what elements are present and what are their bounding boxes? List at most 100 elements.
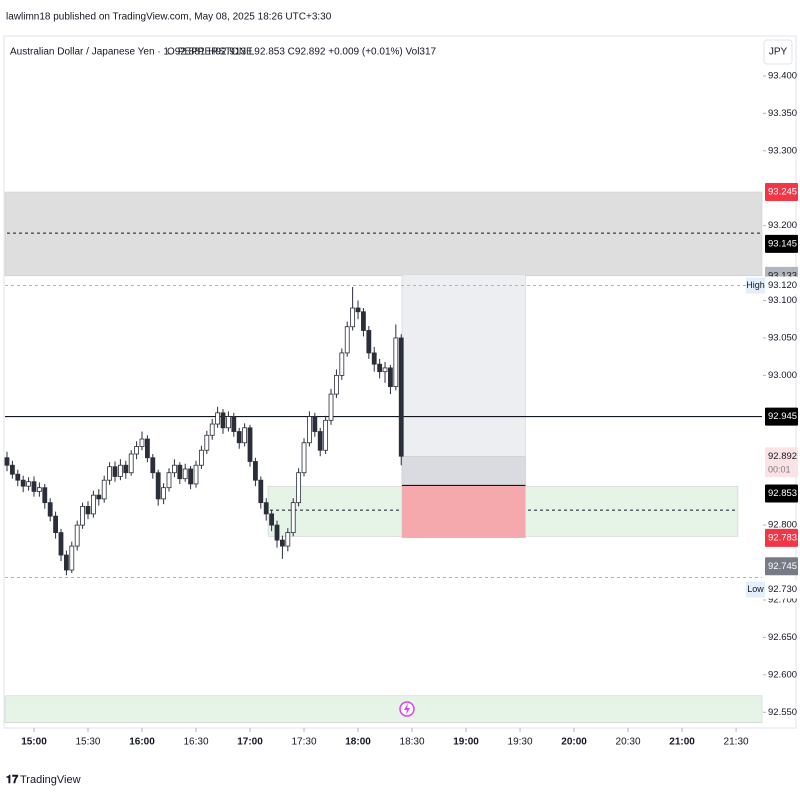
candle-body <box>312 416 318 432</box>
candle-body <box>80 506 85 526</box>
y-tick-label: 92.650 <box>768 632 797 643</box>
price-label-box <box>765 182 798 201</box>
zone <box>401 485 526 539</box>
candle-body <box>253 461 258 481</box>
price-label-box <box>765 234 798 253</box>
candle-body <box>247 427 253 462</box>
candle-body <box>107 466 112 481</box>
candle-body <box>15 473 21 481</box>
x-tick-label: 16:00 <box>129 737 155 748</box>
candle-body <box>355 307 361 313</box>
countdown: 00:01 <box>768 465 791 475</box>
zone <box>401 455 526 486</box>
x-tick-label: 16:30 <box>183 737 208 748</box>
price-tag: Low <box>747 584 764 594</box>
candle-body <box>58 532 64 556</box>
symbol: Australian Dollar / Japanese Yen · 1 · P… <box>10 47 253 58</box>
x-tick-label: 21:00 <box>669 737 695 748</box>
price-label: 92.730 <box>768 584 797 595</box>
candle-body <box>172 464 177 474</box>
candle-body <box>53 515 58 534</box>
candle-body <box>296 472 302 504</box>
price-tag: High <box>746 280 765 290</box>
candle-body <box>26 481 31 487</box>
price-label: 92.892 <box>768 451 797 462</box>
candle-body <box>199 449 204 466</box>
y-tick-label: 92.550 <box>768 707 797 718</box>
y-tick-label: 92.700 <box>768 594 797 605</box>
candle-body <box>193 464 199 485</box>
x-tick-label: 18:00 <box>345 737 371 748</box>
published-line: lawlimn18 published on TradingView.com, … <box>6 12 332 23</box>
candle-body <box>74 524 80 547</box>
y-tick-label: 92.600 <box>768 669 797 680</box>
candle-body <box>307 416 312 444</box>
candle-body <box>139 438 145 447</box>
candle-body <box>328 393 334 421</box>
candle-body <box>90 494 96 515</box>
candle-body <box>339 352 345 376</box>
price-label-box <box>765 484 798 503</box>
price-label: 92.853 <box>768 488 797 499</box>
candle-body <box>101 479 107 500</box>
y-tick-label: 93.000 <box>768 370 797 381</box>
price-label-box <box>765 276 798 295</box>
candle-body <box>258 479 264 504</box>
price-label: 93.133 <box>768 270 797 281</box>
candle-body <box>398 337 404 457</box>
price-label-box <box>765 580 798 599</box>
price-label: 93.145 <box>768 238 797 249</box>
candle-body <box>242 427 248 444</box>
y-tick-label: 93.400 <box>768 70 797 81</box>
candle-body <box>69 545 75 571</box>
candle-body <box>209 423 215 436</box>
y-tick-label: 93.300 <box>768 145 797 156</box>
plot-area: 93.400 93.350 93.300 93.200 93.100 93.050 93.0… <box>4 70 798 748</box>
candle-body <box>42 487 48 504</box>
candle-body <box>317 431 323 451</box>
y-tick-label: 93.100 <box>768 295 797 306</box>
candle-body <box>112 466 118 477</box>
candle-body <box>226 416 231 429</box>
candle-body <box>96 494 102 500</box>
candle-body <box>236 431 242 444</box>
candle-body <box>204 434 210 451</box>
y-tick-label: 93.050 <box>768 332 797 343</box>
candle-body <box>215 412 221 425</box>
candle-body <box>177 464 183 480</box>
y-tick-label: 93.350 <box>768 108 797 119</box>
x-tick-label: 19:00 <box>453 737 479 748</box>
ohlc-legend: O92.881 H92.913 L92.853 C92.892 +0.009 (… <box>167 47 437 58</box>
candle-body <box>31 481 37 492</box>
candle-body <box>371 352 377 365</box>
candle-body <box>274 524 280 541</box>
price-tag-box <box>746 277 765 294</box>
currency-button[interactable] <box>763 39 793 65</box>
price-label-box <box>765 447 798 478</box>
price-label: 92.783 <box>768 532 797 543</box>
candle-body <box>20 479 26 487</box>
price-label: 93.245 <box>768 186 797 197</box>
candle-body <box>166 472 172 489</box>
price-label-box <box>765 557 798 576</box>
candle-body <box>231 416 237 432</box>
price-label-box <box>765 407 798 426</box>
candle-body <box>63 554 69 571</box>
zone <box>4 191 763 277</box>
candle-body <box>161 487 167 500</box>
currency[interactable]: JPY <box>769 47 788 58</box>
x-tick-label: 21:30 <box>724 737 749 748</box>
candle-body <box>269 513 275 526</box>
candle-body <box>150 457 156 474</box>
x-tick-label: 19:30 <box>508 737 533 748</box>
candle-body <box>393 337 399 388</box>
candle-body <box>334 374 339 395</box>
x-tick-label: 17:00 <box>237 737 263 748</box>
price-label-box <box>765 528 798 547</box>
alert-icon <box>399 701 415 717</box>
candle-body <box>366 330 372 354</box>
x-tick-label: 18:30 <box>400 737 425 748</box>
footer-brand: TradingView <box>20 774 81 786</box>
